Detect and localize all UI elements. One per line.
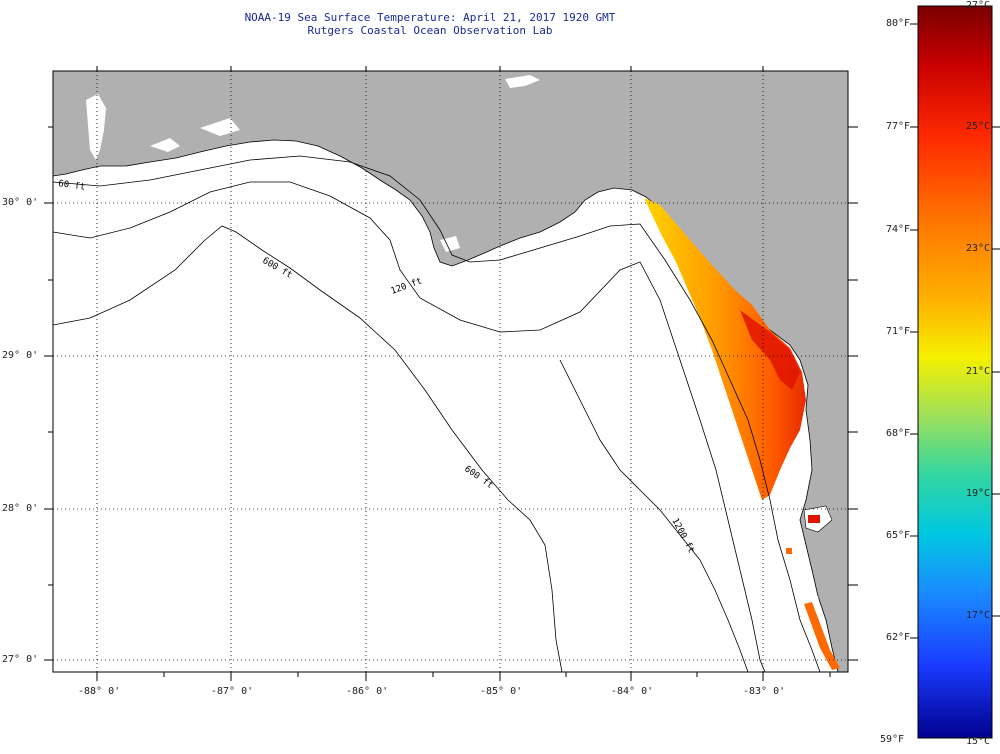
sst-pixel (786, 548, 792, 554)
longitude-label: -83° 0' (743, 686, 786, 697)
colorbar-c-label: 27°C (966, 0, 991, 11)
longitude-label: -87° 0' (211, 686, 254, 697)
longitude-label: -84° 0' (611, 686, 654, 697)
isobath-label: 60 ft (58, 179, 86, 193)
latitude-label: 30° 0' (2, 197, 39, 208)
longitude-label: -85° 0' (480, 686, 523, 697)
map-title: NOAA-19 Sea Surface Temperature: April 2… (244, 11, 616, 24)
colorbar-c-label: 25°C (966, 121, 991, 132)
sst-hot-edge (740, 310, 800, 390)
colorbar-f-label: 59°F (880, 734, 905, 745)
choctawhatchee-bay (200, 118, 240, 136)
isobath-1200ft (559, 359, 749, 672)
sst-patch (644, 198, 806, 500)
colorbar-f-label: 62°F (886, 632, 911, 643)
mobile-bay (86, 94, 106, 160)
colorbar-f-label: 65°F (886, 530, 911, 541)
latitude-label: 28° 0' (2, 503, 39, 514)
colorbar-c-label: 23°C (966, 243, 991, 254)
axis-ticks (44, 66, 858, 681)
latitude-label: 29° 0' (2, 350, 39, 361)
colorbar-c-label: 17°C (966, 610, 991, 621)
isobath-60ft (53, 155, 821, 672)
map-subtitle: Rutgers Coastal Ocean Observation Lab (307, 24, 553, 37)
colorbar-f-label: 80°F (886, 18, 911, 29)
isobath-600ft (53, 225, 563, 672)
longitude-label: -88° 0' (78, 686, 121, 697)
colorbar-f-label: 71°F (886, 326, 911, 337)
colorbar-c-label: 21°C (966, 366, 991, 377)
sst-south-strip (804, 602, 840, 670)
colorbar-c-label: 15°C (966, 736, 991, 747)
sst-tampa-pixel (808, 515, 820, 523)
colorbar-c-label: 19°C (966, 488, 991, 499)
colorbar-f-label: 74°F (886, 224, 911, 235)
longitude-label: -86° 0' (346, 686, 389, 697)
colorbar (917, 5, 993, 739)
plot-frame (52, 70, 849, 673)
land-mainland (53, 71, 848, 672)
colorbar-f-label: 77°F (886, 121, 911, 132)
graticule (53, 71, 848, 672)
lake-spots (505, 75, 540, 88)
colorbar-ticks (910, 23, 1000, 639)
pensacola-bay (150, 138, 180, 152)
latitude-label: 27° 0' (2, 654, 39, 665)
colorbar-f-label: 68°F (886, 428, 911, 439)
